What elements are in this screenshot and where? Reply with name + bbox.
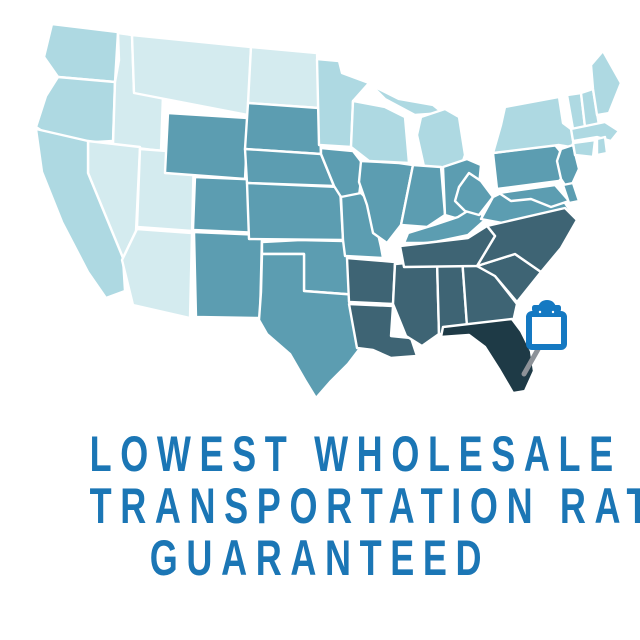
headline-line-1: LOWEST WHOLESALE <box>89 426 622 482</box>
us-map-container <box>34 22 623 400</box>
state-new-york <box>491 95 581 155</box>
headline: LOWEST WHOLESALE TRANSPORTATION RATES, G… <box>89 426 640 586</box>
state-north-dakota <box>246 45 321 110</box>
states-layer <box>34 22 623 400</box>
state-louisiana <box>347 302 419 360</box>
state-wyoming <box>163 111 250 181</box>
state-new-mexico <box>192 230 264 320</box>
state-arkansas <box>345 256 397 306</box>
state-mississippi <box>391 258 441 348</box>
state-connecticut <box>571 138 597 159</box>
us-map <box>34 22 623 400</box>
state-arizona <box>120 227 194 320</box>
state-delaware <box>561 181 581 205</box>
state-south-dakota <box>243 101 323 156</box>
state-tennessee <box>398 224 497 269</box>
state-washington <box>42 22 120 84</box>
state-massachusetts <box>569 120 621 143</box>
state-rhode-island <box>595 135 609 157</box>
state-texas <box>257 252 363 400</box>
headline-line-3: GUARANTEED <box>149 530 491 586</box>
state-illinois <box>357 159 415 245</box>
car-icon <box>532 300 561 316</box>
state-maine <box>589 49 623 117</box>
pin-sign <box>526 311 567 350</box>
state-kansas <box>245 181 345 242</box>
state-minnesota <box>315 57 371 149</box>
state-maryland <box>497 183 571 209</box>
state-florida <box>439 317 536 395</box>
headline-line-2: TRANSPORTATION RATES, <box>89 478 640 534</box>
state-wisconsin <box>349 99 411 165</box>
location-pin <box>521 300 567 377</box>
state-california <box>34 127 127 300</box>
state-west-virginia <box>453 171 495 217</box>
